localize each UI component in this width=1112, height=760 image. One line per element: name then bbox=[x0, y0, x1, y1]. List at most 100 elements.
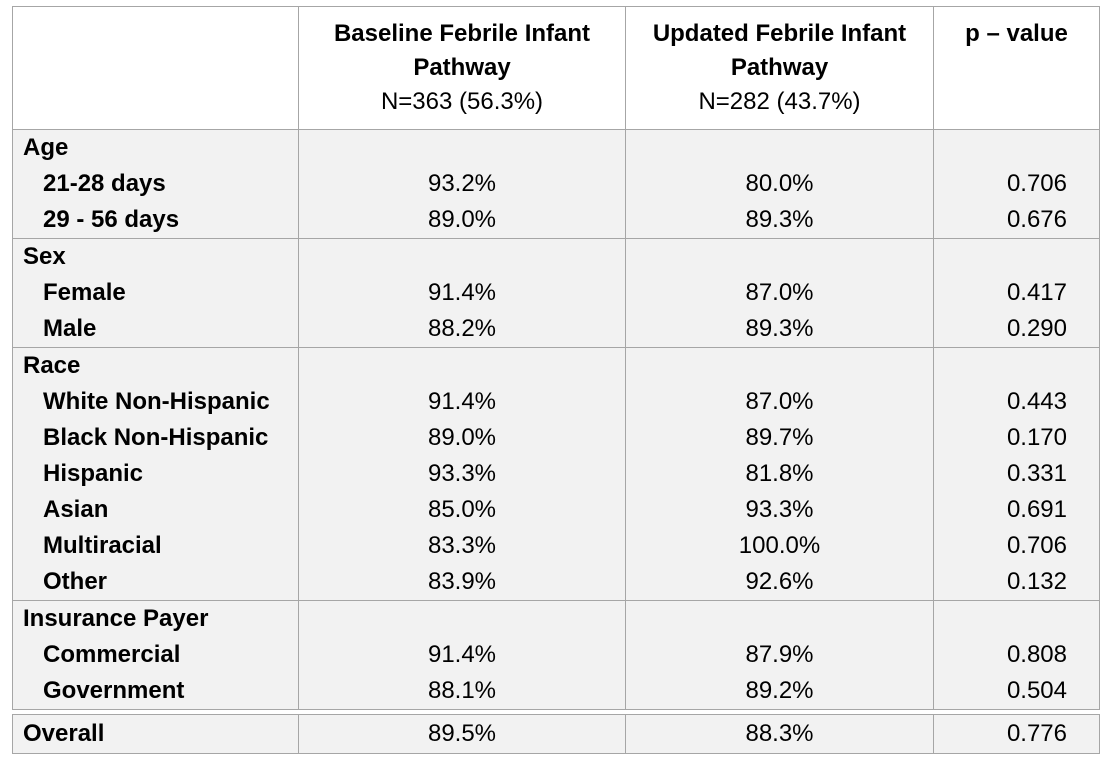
p-value: 0.676 bbox=[933, 202, 1100, 239]
table-row: White Non-Hispanic 91.4% 87.0% 0.443 bbox=[12, 384, 1100, 420]
updated-value: 89.2% bbox=[625, 673, 934, 710]
p-value: 0.504 bbox=[933, 673, 1100, 710]
spacer bbox=[12, 709, 1100, 715]
row-label: Multiracial bbox=[12, 528, 299, 564]
empty-cell bbox=[625, 129, 934, 166]
overall-updated: 88.3% bbox=[625, 714, 934, 754]
empty-cell bbox=[625, 600, 934, 637]
updated-value: 89.3% bbox=[625, 202, 934, 239]
table-container: Baseline Febrile Infant Pathway N=363 (5… bbox=[12, 6, 1100, 754]
row-label: Other bbox=[12, 564, 299, 601]
group-insurance-payer: Insurance Payer Commercial 91.4% 87.9% 0.808… bbox=[12, 600, 1100, 710]
p-value: 0.290 bbox=[933, 311, 1100, 348]
group-label: Race bbox=[12, 347, 299, 384]
empty-cell bbox=[625, 238, 934, 275]
baseline-value: 88.1% bbox=[298, 673, 626, 710]
header-baseline-title-1: Baseline Febrile Infant bbox=[333, 20, 591, 47]
updated-value: 92.6% bbox=[625, 564, 934, 601]
baseline-value: 89.0% bbox=[298, 420, 626, 456]
spacer-cell bbox=[12, 709, 1100, 715]
baseline-value: 89.0% bbox=[298, 202, 626, 239]
spacer-row bbox=[12, 709, 1100, 715]
header-corner bbox=[12, 6, 299, 130]
header-baseline: Baseline Febrile Infant Pathway N=363 (5… bbox=[298, 6, 626, 130]
table-row: Asian 85.0% 93.3% 0.691 bbox=[12, 492, 1100, 528]
row-label: Commercial bbox=[12, 637, 299, 673]
overall-row: Overall 89.5% 88.3% 0.776 bbox=[12, 714, 1100, 754]
header-baseline-title-2: Pathway bbox=[413, 54, 511, 81]
row-label: 21-28 days bbox=[12, 166, 299, 202]
updated-value: 93.3% bbox=[625, 492, 934, 528]
updated-value: 89.7% bbox=[625, 420, 934, 456]
empty-cell bbox=[298, 129, 626, 166]
table-row: 29 - 56 days 89.0% 89.3% 0.676 bbox=[12, 202, 1100, 239]
row-label: Government bbox=[12, 673, 299, 710]
group-header-row: Sex bbox=[12, 238, 1100, 275]
group-sex: Sex Female 91.4% 87.0% 0.417 Male 88.2% 89.3% 0.… bbox=[12, 238, 1100, 348]
baseline-value: 85.0% bbox=[298, 492, 626, 528]
overall-baseline: 89.5% bbox=[298, 714, 626, 754]
data-table: Baseline Febrile Infant Pathway N=363 (5… bbox=[12, 6, 1100, 754]
updated-value: 87.9% bbox=[625, 637, 934, 673]
table-row: Black Non-Hispanic 89.0% 89.7% 0.170 bbox=[12, 420, 1100, 456]
overall-label: Overall bbox=[12, 714, 299, 754]
empty-cell bbox=[625, 347, 934, 384]
updated-value: 89.3% bbox=[625, 311, 934, 348]
empty-cell bbox=[933, 600, 1100, 637]
table-header: Baseline Febrile Infant Pathway N=363 (5… bbox=[12, 6, 1100, 130]
empty-cell bbox=[933, 238, 1100, 275]
updated-value: 81.8% bbox=[625, 456, 934, 492]
row-label: Male bbox=[12, 311, 299, 348]
row-label: White Non-Hispanic bbox=[12, 384, 299, 420]
baseline-value: 93.3% bbox=[298, 456, 626, 492]
header-updated-n: N=282 (43.7%) bbox=[698, 88, 861, 115]
updated-value: 87.0% bbox=[625, 275, 934, 311]
header-updated-title-1: Updated Febrile Infant bbox=[652, 20, 907, 47]
p-value: 0.132 bbox=[933, 564, 1100, 601]
header-updated-title-2: Pathway bbox=[730, 54, 829, 81]
overall-p-value: 0.776 bbox=[933, 714, 1100, 754]
table-row: Multiracial 83.3% 100.0% 0.706 bbox=[12, 528, 1100, 564]
p-value: 0.691 bbox=[933, 492, 1100, 528]
group-label: Sex bbox=[12, 238, 299, 275]
baseline-value: 91.4% bbox=[298, 384, 626, 420]
row-label: Asian bbox=[12, 492, 299, 528]
group-race: Race White Non-Hispanic 91.4% 87.0% 0.443 Bla… bbox=[12, 347, 1100, 601]
empty-cell bbox=[298, 600, 626, 637]
empty-cell bbox=[933, 129, 1100, 166]
updated-value: 80.0% bbox=[625, 166, 934, 202]
p-value: 0.808 bbox=[933, 637, 1100, 673]
baseline-value: 91.4% bbox=[298, 275, 626, 311]
group-header-row: Age bbox=[12, 129, 1100, 166]
header-baseline-n: N=363 (56.3%) bbox=[380, 88, 544, 115]
updated-value: 100.0% bbox=[625, 528, 934, 564]
updated-value: 87.0% bbox=[625, 384, 934, 420]
group-age: Age 21-28 days 93.2% 80.0% 0.706 29 - 56 days… bbox=[12, 129, 1100, 239]
row-label: Black Non-Hispanic bbox=[12, 420, 299, 456]
baseline-value: 88.2% bbox=[298, 311, 626, 348]
group-label: Age bbox=[12, 129, 299, 166]
group-label: Insurance Payer bbox=[12, 600, 299, 637]
baseline-value: 91.4% bbox=[298, 637, 626, 673]
p-value: 0.443 bbox=[933, 384, 1100, 420]
baseline-value: 83.3% bbox=[298, 528, 626, 564]
table-row: Male 88.2% 89.3% 0.290 bbox=[12, 311, 1100, 348]
empty-cell bbox=[933, 347, 1100, 384]
p-value: 0.706 bbox=[933, 166, 1100, 202]
p-value: 0.417 bbox=[933, 275, 1100, 311]
header-p-value: p – value bbox=[933, 6, 1100, 130]
p-value: 0.170 bbox=[933, 420, 1100, 456]
p-value: 0.331 bbox=[933, 456, 1100, 492]
row-label: Female bbox=[12, 275, 299, 311]
p-value: 0.706 bbox=[933, 528, 1100, 564]
overall-group: Overall 89.5% 88.3% 0.776 bbox=[12, 714, 1100, 754]
row-label: Hispanic bbox=[12, 456, 299, 492]
table-row: Hispanic 93.3% 81.8% 0.331 bbox=[12, 456, 1100, 492]
empty-cell bbox=[298, 238, 626, 275]
table-row: Government 88.1% 89.2% 0.504 bbox=[12, 673, 1100, 710]
header-updated: Updated Febrile Infant Pathway N=282 (43… bbox=[625, 6, 934, 130]
baseline-value: 93.2% bbox=[298, 166, 626, 202]
table-row: 21-28 days 93.2% 80.0% 0.706 bbox=[12, 166, 1100, 202]
table-row: Commercial 91.4% 87.9% 0.808 bbox=[12, 637, 1100, 673]
group-header-row: Insurance Payer bbox=[12, 600, 1100, 637]
